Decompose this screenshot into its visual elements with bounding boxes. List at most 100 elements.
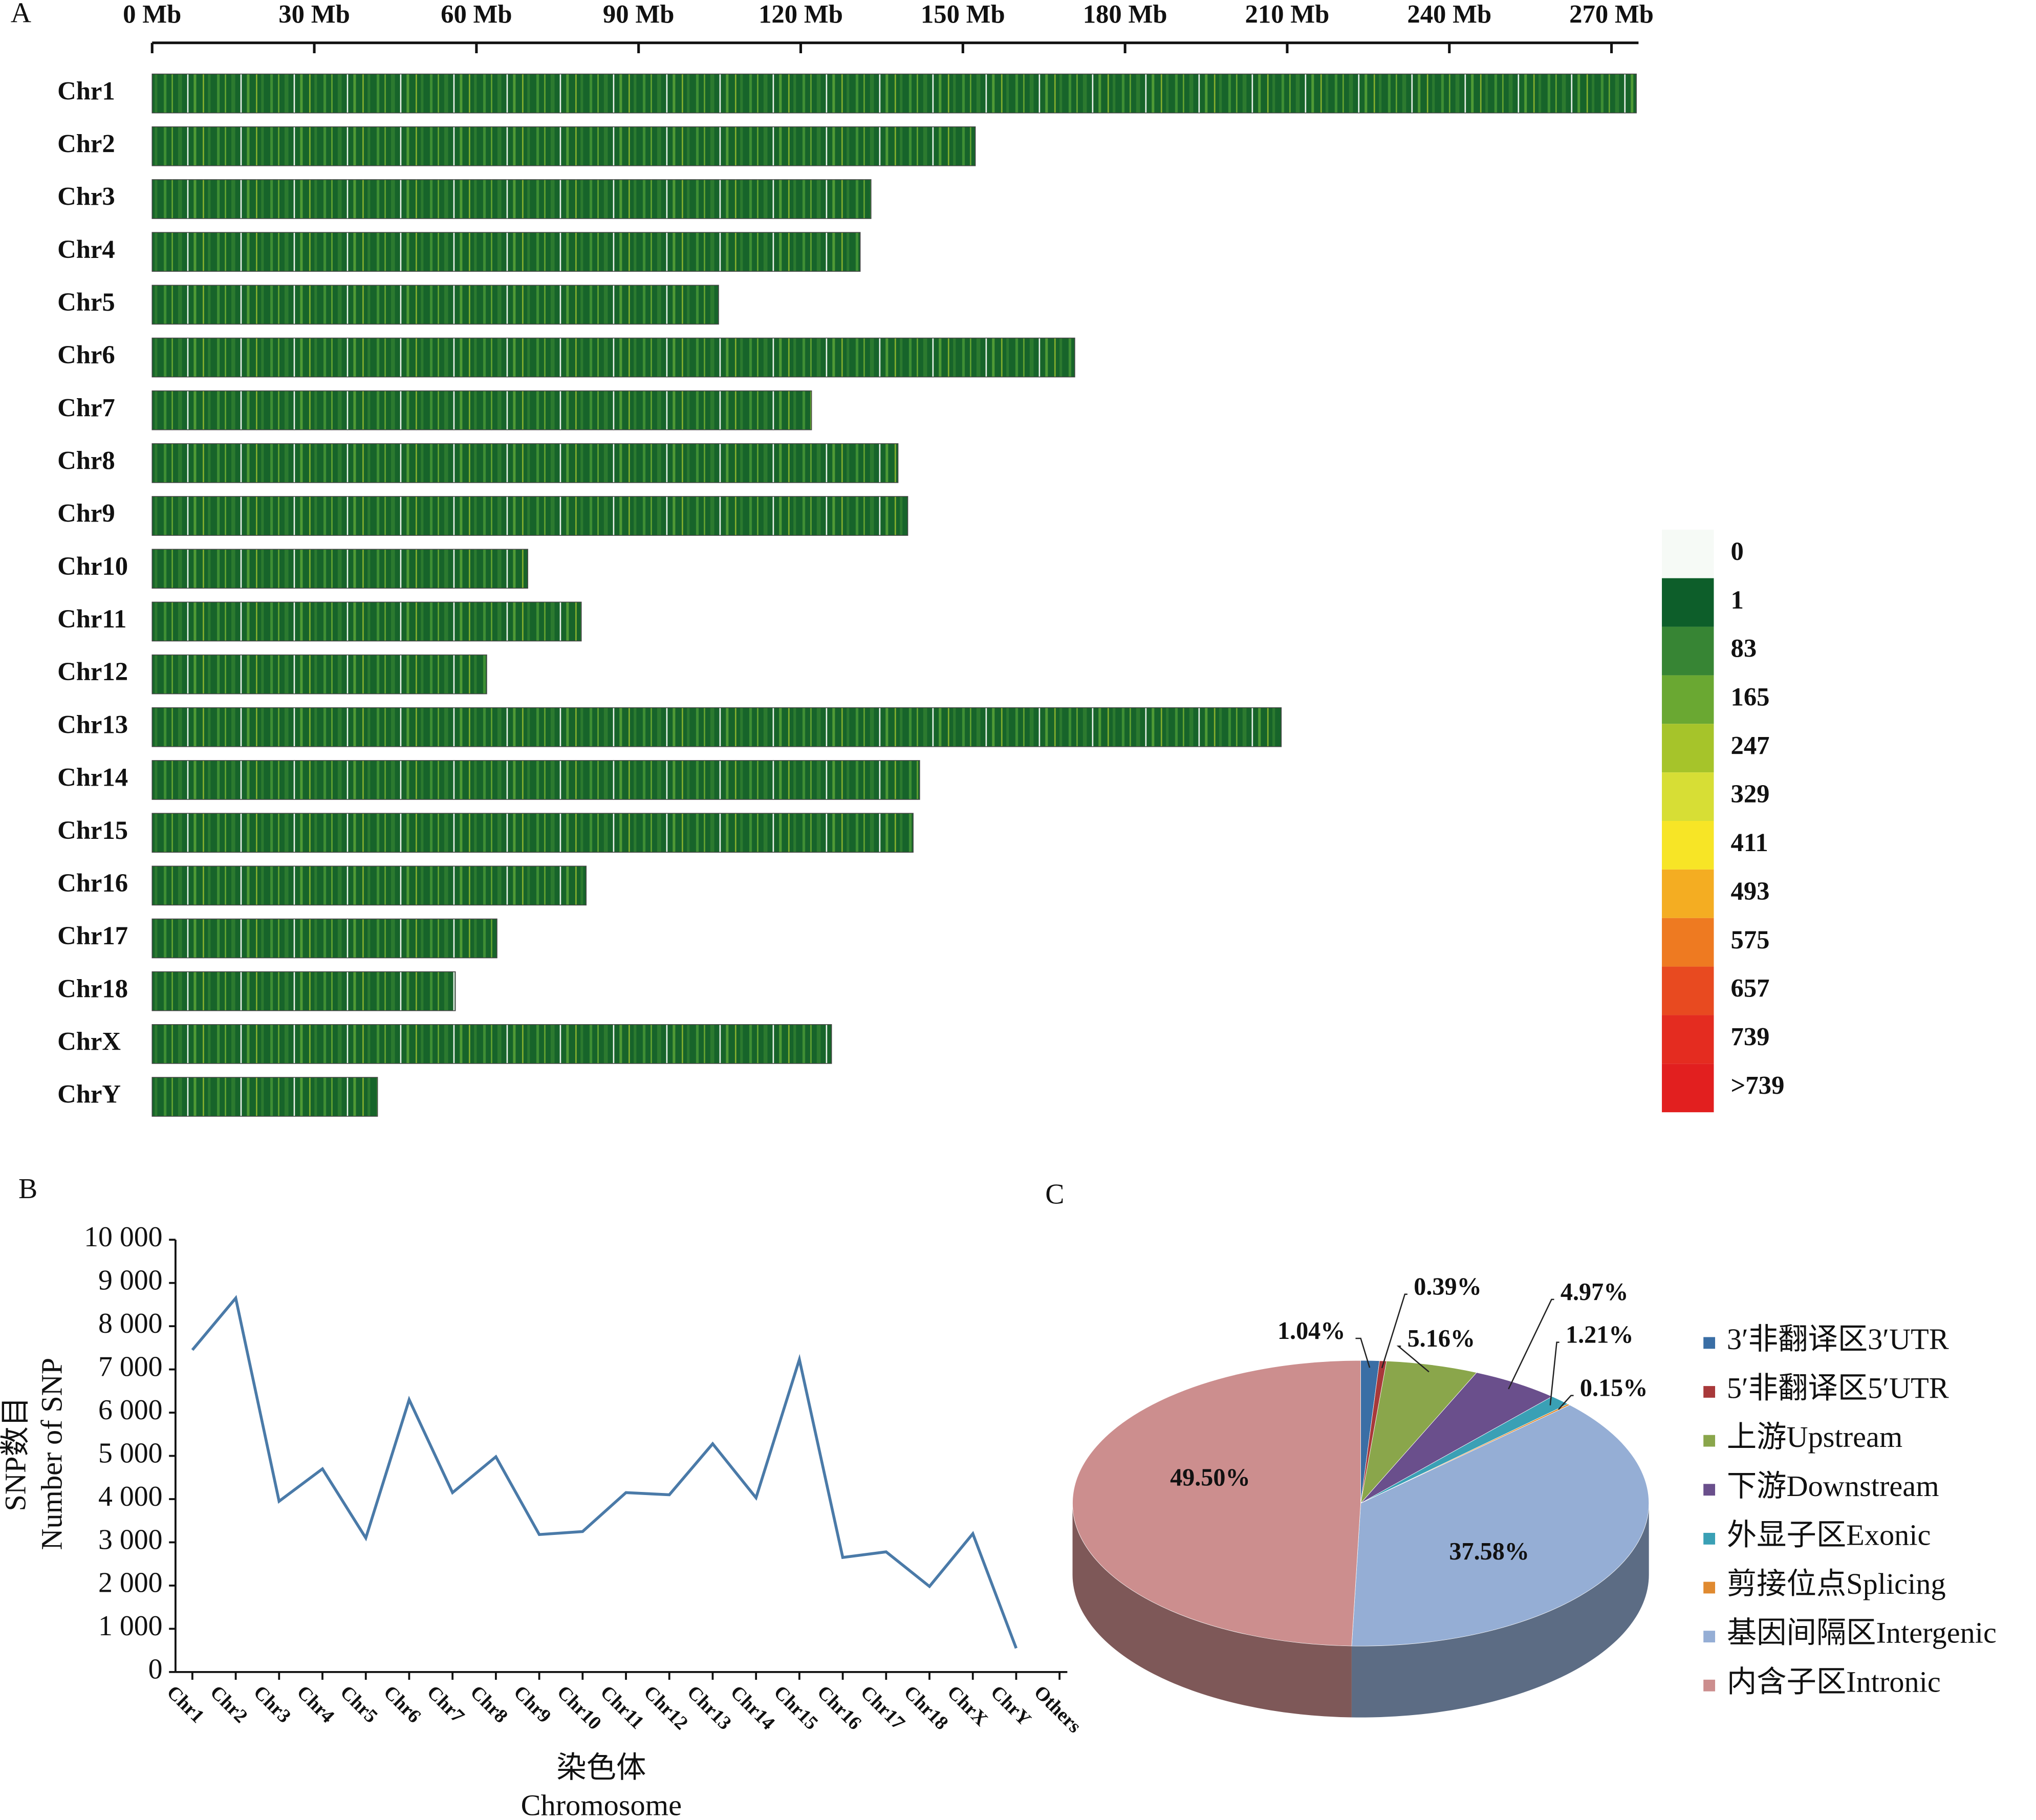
- legend-swatch: [1703, 1631, 1716, 1643]
- color-swatch: [1662, 918, 1714, 967]
- chromosome-label: Chr16: [57, 869, 128, 897]
- chromosome-label: Chr12: [57, 657, 128, 686]
- chromosome-label: Chr4: [57, 235, 115, 264]
- legend-label: 剪接位点Splicing: [1727, 1567, 1946, 1600]
- chromosome-bar: [151, 918, 497, 959]
- chromosome-bar: [151, 1024, 832, 1064]
- chromosome-label: Chr10: [57, 552, 128, 580]
- data-label: 37.58%: [1449, 1538, 1529, 1565]
- chromosome-bar: [151, 179, 872, 219]
- leader-line: [1508, 1298, 1554, 1390]
- legend-swatch: [1703, 1532, 1716, 1545]
- chromosome-label: Chr15: [57, 816, 128, 844]
- y-tick-label: 0: [148, 1654, 163, 1685]
- data-label: 1.04%: [1277, 1317, 1346, 1345]
- color-label: 247: [1730, 731, 1769, 760]
- legend-swatch: [1703, 1337, 1716, 1349]
- color-swatch: [1662, 675, 1714, 724]
- x-tick-label: 0 Mb: [123, 0, 181, 29]
- x-tick-label: Chr18: [900, 1681, 952, 1734]
- color-label: 739: [1730, 1023, 1769, 1051]
- chromosome-label: Chr13: [57, 710, 128, 739]
- chromosome-label: Chr6: [57, 340, 115, 369]
- color-swatch: [1662, 869, 1714, 918]
- color-swatch: [1662, 578, 1714, 627]
- color-swatch: [1662, 966, 1714, 1015]
- y-tick-label: 7 000: [98, 1351, 163, 1382]
- x-tick-label: Chr2: [206, 1681, 251, 1727]
- x-tick-label: Chr15: [770, 1681, 822, 1734]
- x-tick-label: 180 Mb: [1083, 0, 1167, 29]
- y-tick-label: 1 000: [98, 1610, 163, 1642]
- chromosome-bar: [151, 813, 914, 853]
- x-tick-label: Chr5: [336, 1681, 382, 1727]
- data-label: 0.39%: [1414, 1273, 1482, 1301]
- chromosome-label: ChrY: [57, 1080, 121, 1109]
- chromosome-label: Chr2: [57, 129, 115, 158]
- leader-line: [1381, 1293, 1407, 1369]
- chromosome-label: Chr1: [57, 76, 115, 105]
- chromosome-bar: [151, 601, 582, 642]
- color-swatch: [1662, 821, 1714, 870]
- chromosome-bar: [151, 443, 899, 483]
- leader-line: [1558, 1395, 1574, 1410]
- data-label: 49.50%: [1170, 1464, 1250, 1491]
- x-axis-label: 染色体: [556, 1751, 646, 1784]
- panel-label: C: [1045, 1178, 1064, 1210]
- chromosome-bar: [151, 971, 456, 1011]
- chromosome-label: ChrX: [57, 1027, 121, 1055]
- x-axis-label: Chromosome: [521, 1789, 682, 1820]
- x-tick-label: 150 Mb: [921, 0, 1005, 29]
- color-label: 657: [1730, 974, 1769, 1003]
- legend-swatch: [1703, 1484, 1716, 1496]
- legend-label: 下游Downstream: [1727, 1469, 1939, 1503]
- pie-slice: [1360, 1360, 1477, 1504]
- color-swatch: [1662, 1015, 1714, 1064]
- x-tick-label: Chr6: [379, 1681, 425, 1727]
- chromosome-bar: [151, 654, 487, 695]
- y-tick-label: 10 000: [84, 1221, 162, 1253]
- x-tick-label: Chr17: [856, 1681, 909, 1734]
- chromosome-label: Chr18: [57, 974, 128, 1003]
- color-label: 411: [1730, 828, 1768, 857]
- y-axis-label: SNP数目: [0, 1397, 32, 1511]
- y-axis-label: Number of SNP: [35, 1358, 68, 1550]
- color-swatch: [1662, 772, 1714, 821]
- y-tick-label: 8 000: [98, 1308, 163, 1339]
- chromosome-bar: [151, 126, 976, 166]
- leader-line: [1549, 1341, 1560, 1405]
- legend-swatch: [1703, 1435, 1716, 1447]
- legend-label: 5′非翻译区5′UTR: [1727, 1372, 1949, 1405]
- color-swatch: [1662, 1064, 1714, 1113]
- x-tick-label: Chr3: [249, 1681, 295, 1727]
- x-tick-label: Chr7: [423, 1681, 468, 1727]
- x-tick-label: Chr8: [466, 1681, 512, 1727]
- x-tick-label: 210 Mb: [1245, 0, 1330, 29]
- leader-line: [1355, 1337, 1371, 1368]
- y-tick-label: 2 000: [98, 1567, 163, 1599]
- color-label: 165: [1730, 682, 1769, 711]
- y-tick-label: 9 000: [98, 1265, 163, 1296]
- chromosome-bar: [151, 285, 719, 325]
- legend-label: 基因间隔区Intergenic: [1727, 1616, 1997, 1650]
- x-tick-label: 120 Mb: [759, 0, 843, 29]
- x-tick-label: Chr13: [683, 1681, 735, 1734]
- legend-swatch: [1703, 1679, 1716, 1692]
- chromosome-label: Chr17: [57, 921, 128, 950]
- legend-label: 上游Upstream: [1727, 1420, 1902, 1454]
- legend-label: 外显子区Exonic: [1727, 1518, 1931, 1551]
- chromosome-bar: [151, 232, 861, 272]
- x-tick-label: 240 Mb: [1407, 0, 1491, 29]
- chromosome-bar: [151, 760, 920, 800]
- pie-slice: [1351, 1404, 1650, 1646]
- leader-line: [1396, 1345, 1429, 1373]
- x-tick-label: ChrX: [943, 1681, 992, 1730]
- y-tick-label: 5 000: [98, 1437, 163, 1469]
- chromosome-label: Chr7: [57, 393, 115, 422]
- chromosome-bar: [151, 337, 1075, 378]
- chromosome-label: Chr5: [57, 288, 115, 316]
- color-label: 329: [1730, 779, 1769, 808]
- chromosome-bar: [151, 73, 1637, 114]
